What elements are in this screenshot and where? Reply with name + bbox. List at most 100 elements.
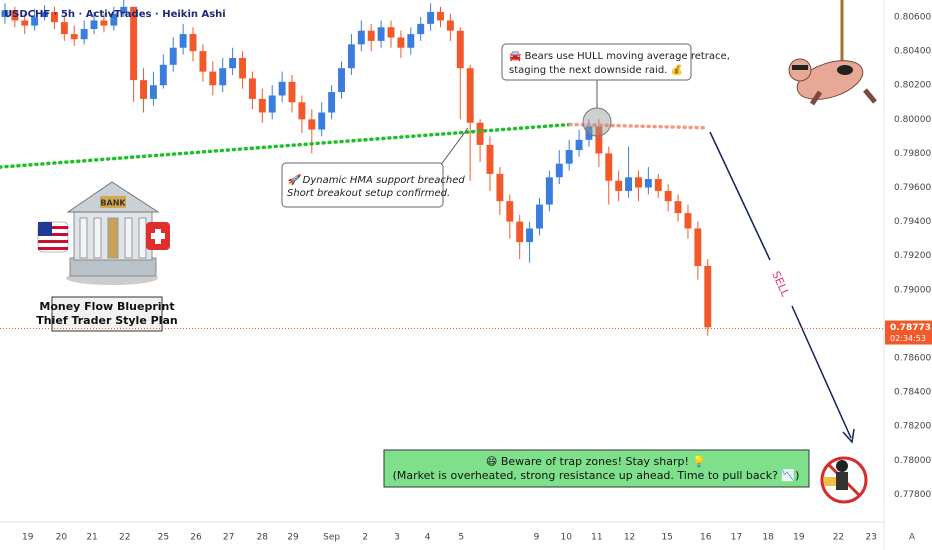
candle-body bbox=[308, 119, 316, 130]
candle-body bbox=[60, 22, 68, 35]
x-tick-label: 17 bbox=[731, 533, 742, 543]
candle-body bbox=[625, 177, 633, 191]
x-tick-label: 26 bbox=[190, 533, 202, 543]
x-tick-label: 16 bbox=[700, 533, 712, 543]
candle-body bbox=[486, 144, 494, 174]
candle-body bbox=[575, 139, 583, 151]
arrow-head bbox=[842, 428, 855, 444]
annotation-text: 🚀 Dynamic HMA support breached bbox=[287, 173, 465, 186]
y-tick-label: 0.78600 bbox=[894, 354, 931, 364]
candle-body bbox=[437, 11, 444, 21]
y-tick-label: 0.80000 bbox=[894, 115, 931, 125]
candle-body bbox=[209, 71, 217, 86]
y-tick-label: 0.79400 bbox=[894, 217, 931, 227]
sell-arrow bbox=[709, 131, 771, 261]
swiss-flag bbox=[146, 222, 170, 250]
x-tick-label: 23 bbox=[865, 533, 876, 543]
x-tick-label: 21 bbox=[86, 533, 97, 543]
candle-body bbox=[565, 150, 573, 164]
candle-body bbox=[397, 37, 405, 48]
candle-body bbox=[635, 177, 642, 188]
candle-body bbox=[417, 23, 425, 35]
y-tick-label: 0.79200 bbox=[894, 251, 931, 261]
candle-body bbox=[298, 102, 306, 120]
y-tick-label: 0.77800 bbox=[894, 490, 931, 500]
candle-body bbox=[130, 6, 138, 81]
x-tick-label: 29 bbox=[287, 533, 299, 543]
bank-icon: BANK bbox=[66, 181, 160, 285]
candle-body bbox=[516, 221, 524, 243]
candle-body bbox=[387, 27, 395, 38]
candle-body bbox=[456, 30, 464, 69]
candle-body bbox=[41, 11, 49, 18]
x-tick-label: 3 bbox=[394, 533, 400, 543]
x-tick-label: 19 bbox=[793, 533, 805, 543]
candle-body bbox=[159, 64, 167, 86]
x-tick-label: 9 bbox=[534, 533, 540, 543]
candle-body bbox=[229, 57, 237, 69]
x-tick-label: 27 bbox=[223, 533, 234, 543]
x-tick-label: 25 bbox=[158, 533, 169, 543]
candle-body bbox=[328, 92, 336, 113]
x-tick-label: 5 bbox=[458, 533, 464, 543]
candle-body bbox=[268, 95, 276, 113]
annotation-text: Short breakout setup confirmed. bbox=[287, 188, 450, 199]
x-tick-label: 12 bbox=[624, 533, 635, 543]
us-flag bbox=[37, 221, 69, 253]
candle-body bbox=[100, 20, 108, 26]
candle-body bbox=[357, 30, 365, 45]
plan-text: Money Flow Blueprint bbox=[39, 300, 174, 313]
x-tick-label: 18 bbox=[762, 533, 774, 543]
candle-body bbox=[169, 47, 177, 65]
candle-body bbox=[407, 34, 415, 48]
candle-body bbox=[239, 57, 246, 79]
candle-body bbox=[318, 112, 326, 130]
annotation-box bbox=[501, 43, 692, 81]
candle-body bbox=[1, 10, 9, 18]
warning-text: 😄 Beware of trap zones! Stay sharp! 💡 bbox=[486, 455, 706, 468]
candle-body bbox=[644, 179, 652, 188]
candle-body bbox=[615, 180, 623, 191]
candle-body bbox=[248, 78, 256, 99]
hma-line bbox=[568, 122, 710, 130]
candle-body bbox=[367, 30, 375, 41]
candle-body bbox=[684, 213, 692, 229]
candle-body bbox=[496, 173, 504, 202]
candle-body bbox=[278, 81, 286, 96]
candle-body bbox=[536, 204, 543, 229]
candle-body bbox=[654, 179, 662, 191]
candle-body bbox=[377, 27, 385, 41]
countdown-label: 02:34:53 bbox=[890, 334, 926, 343]
candle-body bbox=[120, 6, 128, 14]
candle-body bbox=[476, 122, 484, 145]
y-tick-label: 0.78000 bbox=[894, 456, 931, 466]
chart-title: USDCHF · 5h · ActivTrades · Heikin Ashi bbox=[4, 9, 226, 20]
highlight-circle bbox=[582, 107, 612, 137]
x-tick-label: 22 bbox=[833, 533, 844, 543]
candle-body bbox=[149, 85, 157, 99]
candle-body bbox=[555, 163, 563, 178]
y-tick-label: 0.80400 bbox=[894, 47, 931, 57]
candle-body bbox=[219, 68, 227, 86]
x-tick-label: 19 bbox=[22, 533, 34, 543]
bank-label: BANK bbox=[100, 199, 126, 208]
warning-box bbox=[383, 449, 810, 488]
candle-body bbox=[427, 11, 435, 24]
y-tick-label: 0.79000 bbox=[894, 285, 931, 295]
candle-body bbox=[674, 201, 682, 214]
candle-body bbox=[199, 51, 207, 72]
candle-body bbox=[80, 28, 88, 40]
x-tick-label: 10 bbox=[560, 533, 572, 543]
candle-body bbox=[189, 34, 197, 52]
candle-body bbox=[466, 68, 474, 123]
y-tick-label: 0.79600 bbox=[894, 183, 931, 193]
current-price-tag bbox=[885, 320, 932, 345]
y-tick-label: 0.78400 bbox=[894, 388, 931, 398]
hma-line bbox=[0, 122, 572, 169]
candle-body bbox=[664, 190, 672, 202]
candle-body bbox=[21, 20, 29, 26]
x-tick-label: 4 bbox=[425, 533, 431, 543]
plan-text: Thief Trader Style Plan bbox=[36, 314, 177, 327]
x-tick-label: 20 bbox=[56, 533, 68, 543]
